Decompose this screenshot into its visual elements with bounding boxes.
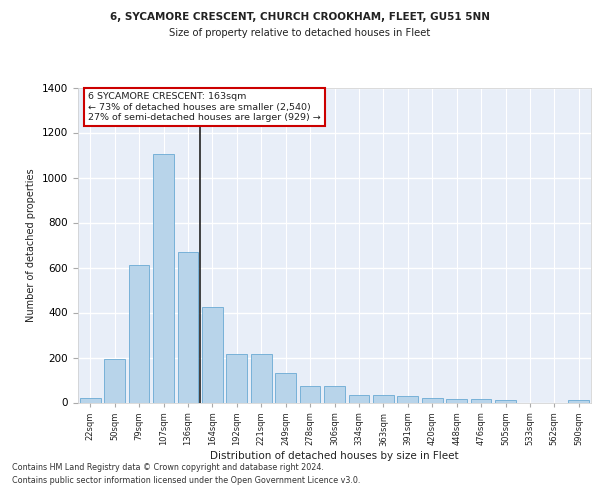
Bar: [299, 386, 320, 402]
Text: 6, SYCAMORE CRESCENT, CHURCH CROOKHAM, FLEET, GU51 5NN: 6, SYCAMORE CRESCENT, CHURCH CROOKHAM, F…: [110, 12, 490, 22]
Bar: [202, 307, 223, 402]
Text: Size of property relative to detached houses in Fleet: Size of property relative to detached ho…: [169, 28, 431, 38]
Bar: [226, 354, 247, 403]
Bar: [373, 394, 394, 402]
Bar: [568, 400, 589, 402]
Y-axis label: Number of detached properties: Number of detached properties: [26, 168, 37, 322]
Bar: [251, 354, 272, 403]
Bar: [128, 265, 149, 402]
Bar: [470, 399, 491, 402]
Bar: [495, 400, 516, 402]
Bar: [324, 386, 345, 402]
Bar: [178, 252, 199, 402]
Bar: [153, 154, 174, 402]
Bar: [80, 398, 101, 402]
Bar: [446, 399, 467, 402]
Text: 6 SYCAMORE CRESCENT: 163sqm
← 73% of detached houses are smaller (2,540)
27% of : 6 SYCAMORE CRESCENT: 163sqm ← 73% of det…: [88, 92, 321, 122]
Bar: [397, 396, 418, 402]
Text: Contains HM Land Registry data © Crown copyright and database right 2024.: Contains HM Land Registry data © Crown c…: [12, 462, 324, 471]
X-axis label: Distribution of detached houses by size in Fleet: Distribution of detached houses by size …: [210, 451, 459, 461]
Bar: [422, 398, 443, 402]
Bar: [275, 373, 296, 402]
Text: Contains public sector information licensed under the Open Government Licence v3: Contains public sector information licen…: [12, 476, 361, 485]
Bar: [349, 394, 370, 402]
Bar: [104, 358, 125, 403]
